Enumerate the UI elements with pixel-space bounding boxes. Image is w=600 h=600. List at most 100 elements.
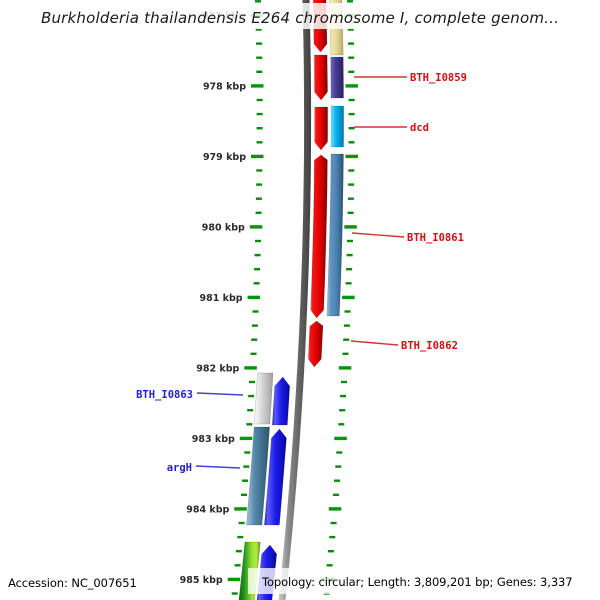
category-block[interactable] bbox=[330, 56, 344, 99]
gene-arrow[interactable] bbox=[313, 54, 328, 101]
ruler-tick bbox=[256, 98, 263, 102]
status-band bbox=[248, 568, 580, 594]
ruler-tick bbox=[255, 197, 262, 200]
ruler-tick bbox=[347, 211, 354, 214]
ruler-tick bbox=[256, 70, 263, 73]
ruler-tick bbox=[256, 141, 263, 144]
label-leader-line bbox=[351, 232, 405, 238]
ruler-tick bbox=[249, 225, 263, 229]
ruler-tick bbox=[256, 127, 263, 130]
ruler-tick-label: 983 kbp bbox=[192, 434, 235, 445]
ruler-tick bbox=[348, 98, 355, 102]
label-leader-line bbox=[196, 392, 244, 396]
gene-label-BTH_I0861[interactable]: BTH_I0861 bbox=[407, 232, 464, 244]
ruler-tick-label: 978 kbp bbox=[203, 81, 246, 92]
ruler-tick bbox=[328, 507, 342, 511]
ruler-tick bbox=[348, 169, 355, 172]
ruler-tick bbox=[246, 423, 253, 426]
ruler-tick bbox=[344, 225, 357, 229]
ruler-tick bbox=[333, 493, 339, 496]
ruler-tick bbox=[340, 394, 347, 398]
gene-arrow[interactable] bbox=[314, 106, 328, 151]
ruler-tick bbox=[342, 352, 349, 355]
ruler-tick bbox=[251, 84, 264, 88]
category-block[interactable] bbox=[326, 153, 344, 317]
ruler-tick-label: 984 kbp bbox=[186, 504, 229, 515]
ruler-tick bbox=[341, 380, 347, 384]
ruler-tick bbox=[343, 338, 350, 341]
status-summary: Topology: circular; Length: 3,809,201 bp… bbox=[262, 575, 573, 589]
ruler-tick bbox=[256, 112, 263, 116]
ruler-tick bbox=[346, 268, 353, 271]
ruler-tick bbox=[255, 0, 261, 3]
ruler-tick-label: 982 kbp bbox=[196, 363, 239, 374]
ruler-tick bbox=[347, 28, 354, 31]
ruler-tick bbox=[234, 507, 247, 511]
sequence-title: Burkholderia thailandensis E264 chromoso… bbox=[40, 9, 560, 27]
category-block[interactable] bbox=[246, 426, 270, 526]
ruler-tick bbox=[253, 282, 260, 285]
ruler-tick bbox=[345, 282, 352, 285]
ruler-tick bbox=[231, 592, 238, 595]
ruler-tick bbox=[255, 239, 261, 243]
gene-arrow[interactable] bbox=[264, 428, 287, 526]
ruler-tick bbox=[344, 310, 351, 313]
ruler-tick bbox=[334, 479, 341, 482]
ruler-tick bbox=[338, 423, 345, 426]
ruler-tick bbox=[254, 268, 261, 271]
ruler-tick bbox=[252, 310, 259, 313]
ruler-tick bbox=[241, 493, 247, 496]
ruler-tick bbox=[348, 42, 354, 45]
category-block[interactable] bbox=[330, 105, 344, 148]
ruler-tick bbox=[244, 451, 251, 454]
ruler-tick bbox=[251, 324, 258, 327]
ruler-tick bbox=[343, 324, 350, 327]
ruler-tick bbox=[348, 127, 355, 130]
ruler-tick bbox=[339, 409, 346, 412]
ruler-tick-label: 980 kbp bbox=[202, 222, 245, 233]
ruler-tick bbox=[335, 465, 342, 468]
ruler-tick bbox=[254, 253, 261, 257]
ruler-tick bbox=[238, 521, 245, 525]
ruler-tick bbox=[346, 253, 353, 257]
ruler-tick bbox=[256, 183, 263, 186]
gene-label-BTH_I0859[interactable]: BTH_I0859 bbox=[410, 72, 467, 84]
gene-arrow[interactable] bbox=[308, 320, 324, 368]
ruler-tick bbox=[348, 112, 355, 116]
ruler-tick bbox=[243, 465, 250, 468]
gene-label-dcd[interactable]: dcd bbox=[410, 122, 429, 134]
ruler-tick bbox=[237, 535, 244, 539]
ruler-tick bbox=[347, 239, 353, 243]
gene-label-BTH_I0862[interactable]: BTH_I0862 bbox=[401, 340, 458, 352]
gene-arrow[interactable] bbox=[272, 376, 290, 426]
gene-arrow[interactable] bbox=[310, 154, 329, 319]
gene-label-argH[interactable]: argH bbox=[167, 462, 192, 474]
ruler-tick bbox=[348, 70, 355, 73]
ruler-tick bbox=[256, 169, 263, 172]
category-block[interactable] bbox=[254, 372, 274, 425]
ruler-tick bbox=[345, 84, 358, 88]
ruler-tick bbox=[334, 436, 347, 441]
ruler-tick bbox=[326, 564, 333, 567]
ruler-tick bbox=[348, 141, 355, 144]
ruler-tick bbox=[250, 352, 257, 355]
ruler-tick bbox=[248, 394, 255, 398]
gene-label-BTH_I0863[interactable]: BTH_I0863 bbox=[136, 389, 193, 401]
ruler-tick bbox=[247, 295, 261, 300]
ruler-tick bbox=[255, 211, 262, 214]
ruler-tick bbox=[345, 154, 358, 159]
status-accession: Accession: NC_007651 bbox=[8, 576, 137, 590]
ruler-tick bbox=[247, 409, 254, 412]
ruler-tick bbox=[348, 183, 355, 186]
ruler-tick bbox=[239, 436, 253, 441]
ruler-tick bbox=[347, 197, 354, 200]
ruler-tick bbox=[242, 479, 249, 482]
ruler-tick bbox=[256, 56, 263, 59]
ruler-tick bbox=[251, 154, 264, 159]
ruler-tick-label: 981 kbp bbox=[200, 293, 243, 304]
ruler-tick bbox=[255, 28, 262, 31]
ruler-tick bbox=[249, 380, 255, 384]
